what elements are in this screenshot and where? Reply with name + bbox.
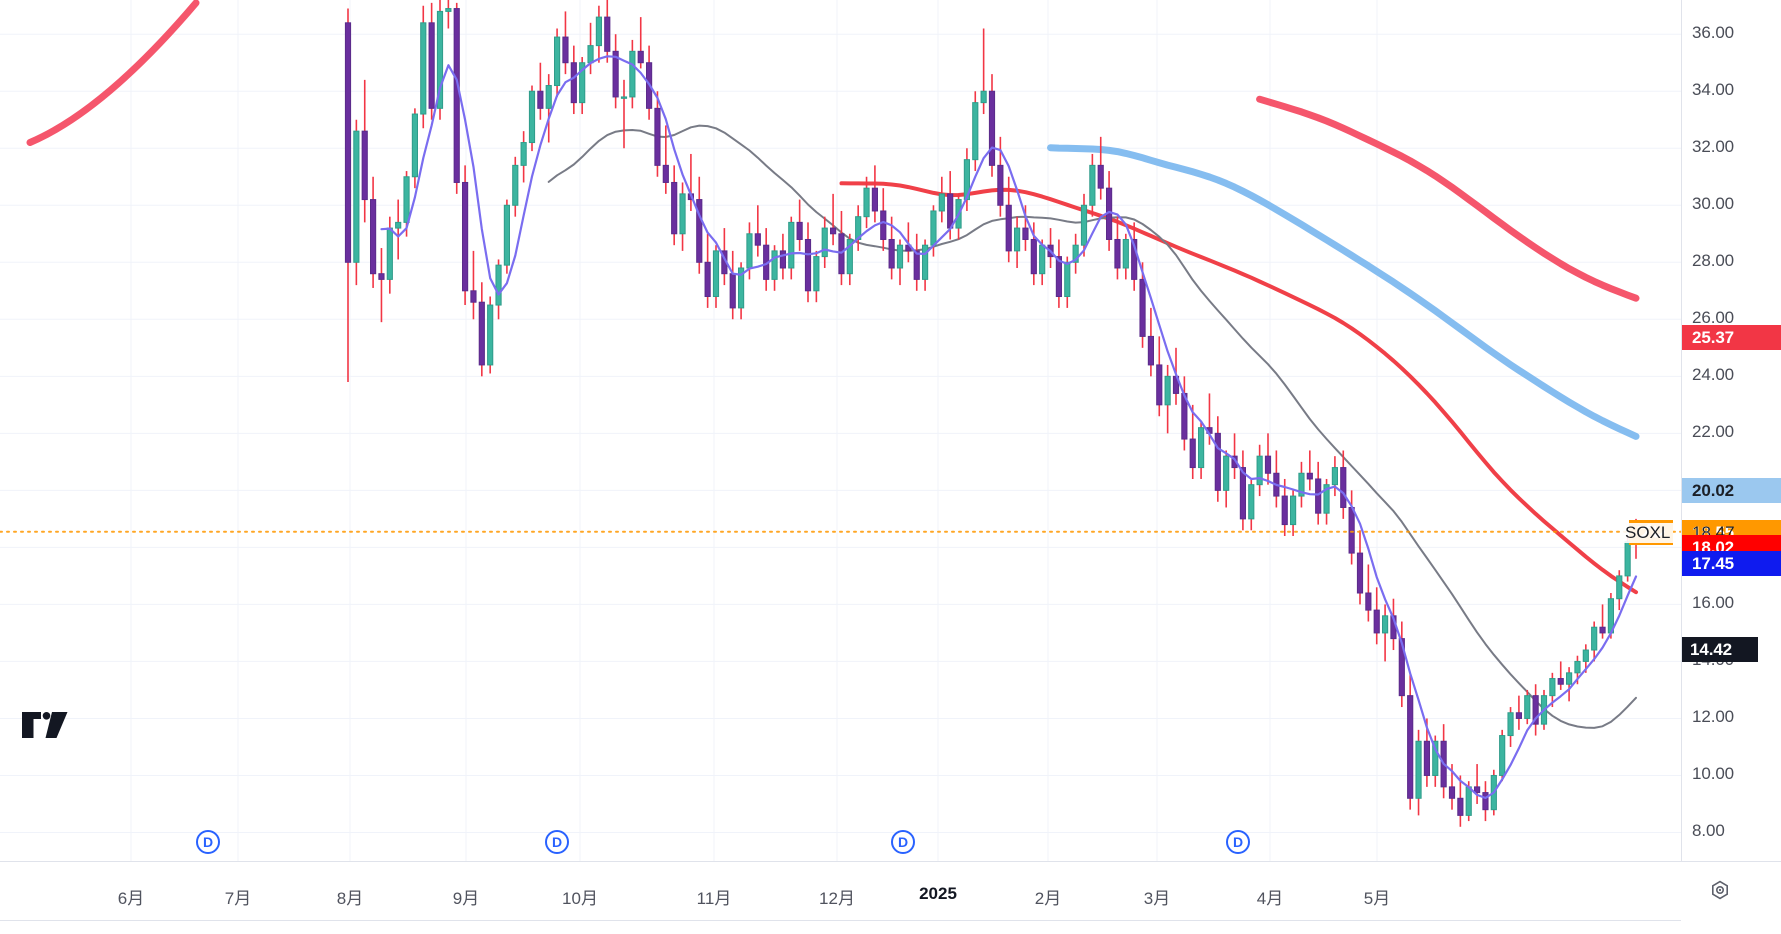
time-tick: 7月 — [224, 889, 252, 908]
time-tick: 10月 — [562, 889, 598, 908]
price-tick-34-00: 34.00 — [1692, 80, 1735, 100]
time-tick: 6月 — [117, 889, 145, 908]
tradingview-logo[interactable] — [22, 712, 68, 738]
price-tick-32-00: 32.00 — [1692, 137, 1735, 157]
gear-icon — [1712, 880, 1728, 900]
chart-canvas[interactable] — [0, 0, 1681, 861]
ma-gray-value: 14.42 — [1682, 637, 1758, 663]
time-tick: 3月 — [1143, 889, 1171, 908]
time-tick: 12月 — [819, 889, 855, 908]
price-tick-10-00: 10.00 — [1692, 764, 1735, 784]
price-tick-30-00: 30.00 — [1692, 194, 1735, 214]
dividend-marker[interactable]: D — [545, 830, 569, 854]
ma-pink-line — [26, 0, 1640, 302]
time-tick: 5月 — [1363, 889, 1391, 908]
price-tick-8-00: 8.00 — [1692, 821, 1725, 841]
dividend-marker[interactable]: D — [891, 830, 915, 854]
symbol-label: SOXL — [1622, 522, 1674, 543]
ma-gray-line — [547, 124, 1637, 729]
ma-pink-value: 25.37 — [1682, 325, 1781, 351]
price-tick-26-00: 26.00 — [1692, 308, 1735, 328]
dividend-marker[interactable]: D — [196, 830, 220, 854]
ma-lightblue-line — [1047, 144, 1640, 440]
time-tick: 4月 — [1256, 889, 1284, 908]
price-tick-36-00: 36.00 — [1692, 23, 1735, 43]
grid-lines — [0, 0, 1681, 861]
time-tick: 9月 — [452, 889, 480, 908]
ma-red-line — [839, 181, 1638, 595]
price-axis[interactable]: 36.00 34.00 32.00 30.00 28.00 26.00 24.00 22.00… — [1681, 0, 1781, 861]
price-tick-28-00: 28.00 — [1692, 251, 1735, 271]
time-tick: 2025 — [919, 884, 957, 903]
dividend-marker[interactable]: D — [1226, 830, 1250, 854]
chart-settings-button[interactable] — [1706, 877, 1734, 905]
ma-lightblue-value: 20.02 — [1682, 477, 1781, 503]
time-tick: 8月 — [336, 889, 364, 908]
price-tick-12-00: 12.00 — [1692, 707, 1735, 727]
time-tick: 2月 — [1034, 889, 1062, 908]
time-tick: 11月 — [696, 889, 732, 908]
price-tick-22-00: 22.00 — [1692, 422, 1735, 442]
price-tick-16-00: 16.00 — [1692, 593, 1735, 613]
time-axis[interactable]: 6月 7月 8月 9月 10月 11月 12月 2025 2月 3月 4月 5月 — [0, 861, 1781, 934]
ma-purple-line — [380, 55, 1638, 800]
price-tick-24-00: 24.00 — [1692, 365, 1735, 385]
axis-divider — [0, 920, 1681, 921]
ma-purple-value: 17.45 — [1682, 551, 1781, 577]
